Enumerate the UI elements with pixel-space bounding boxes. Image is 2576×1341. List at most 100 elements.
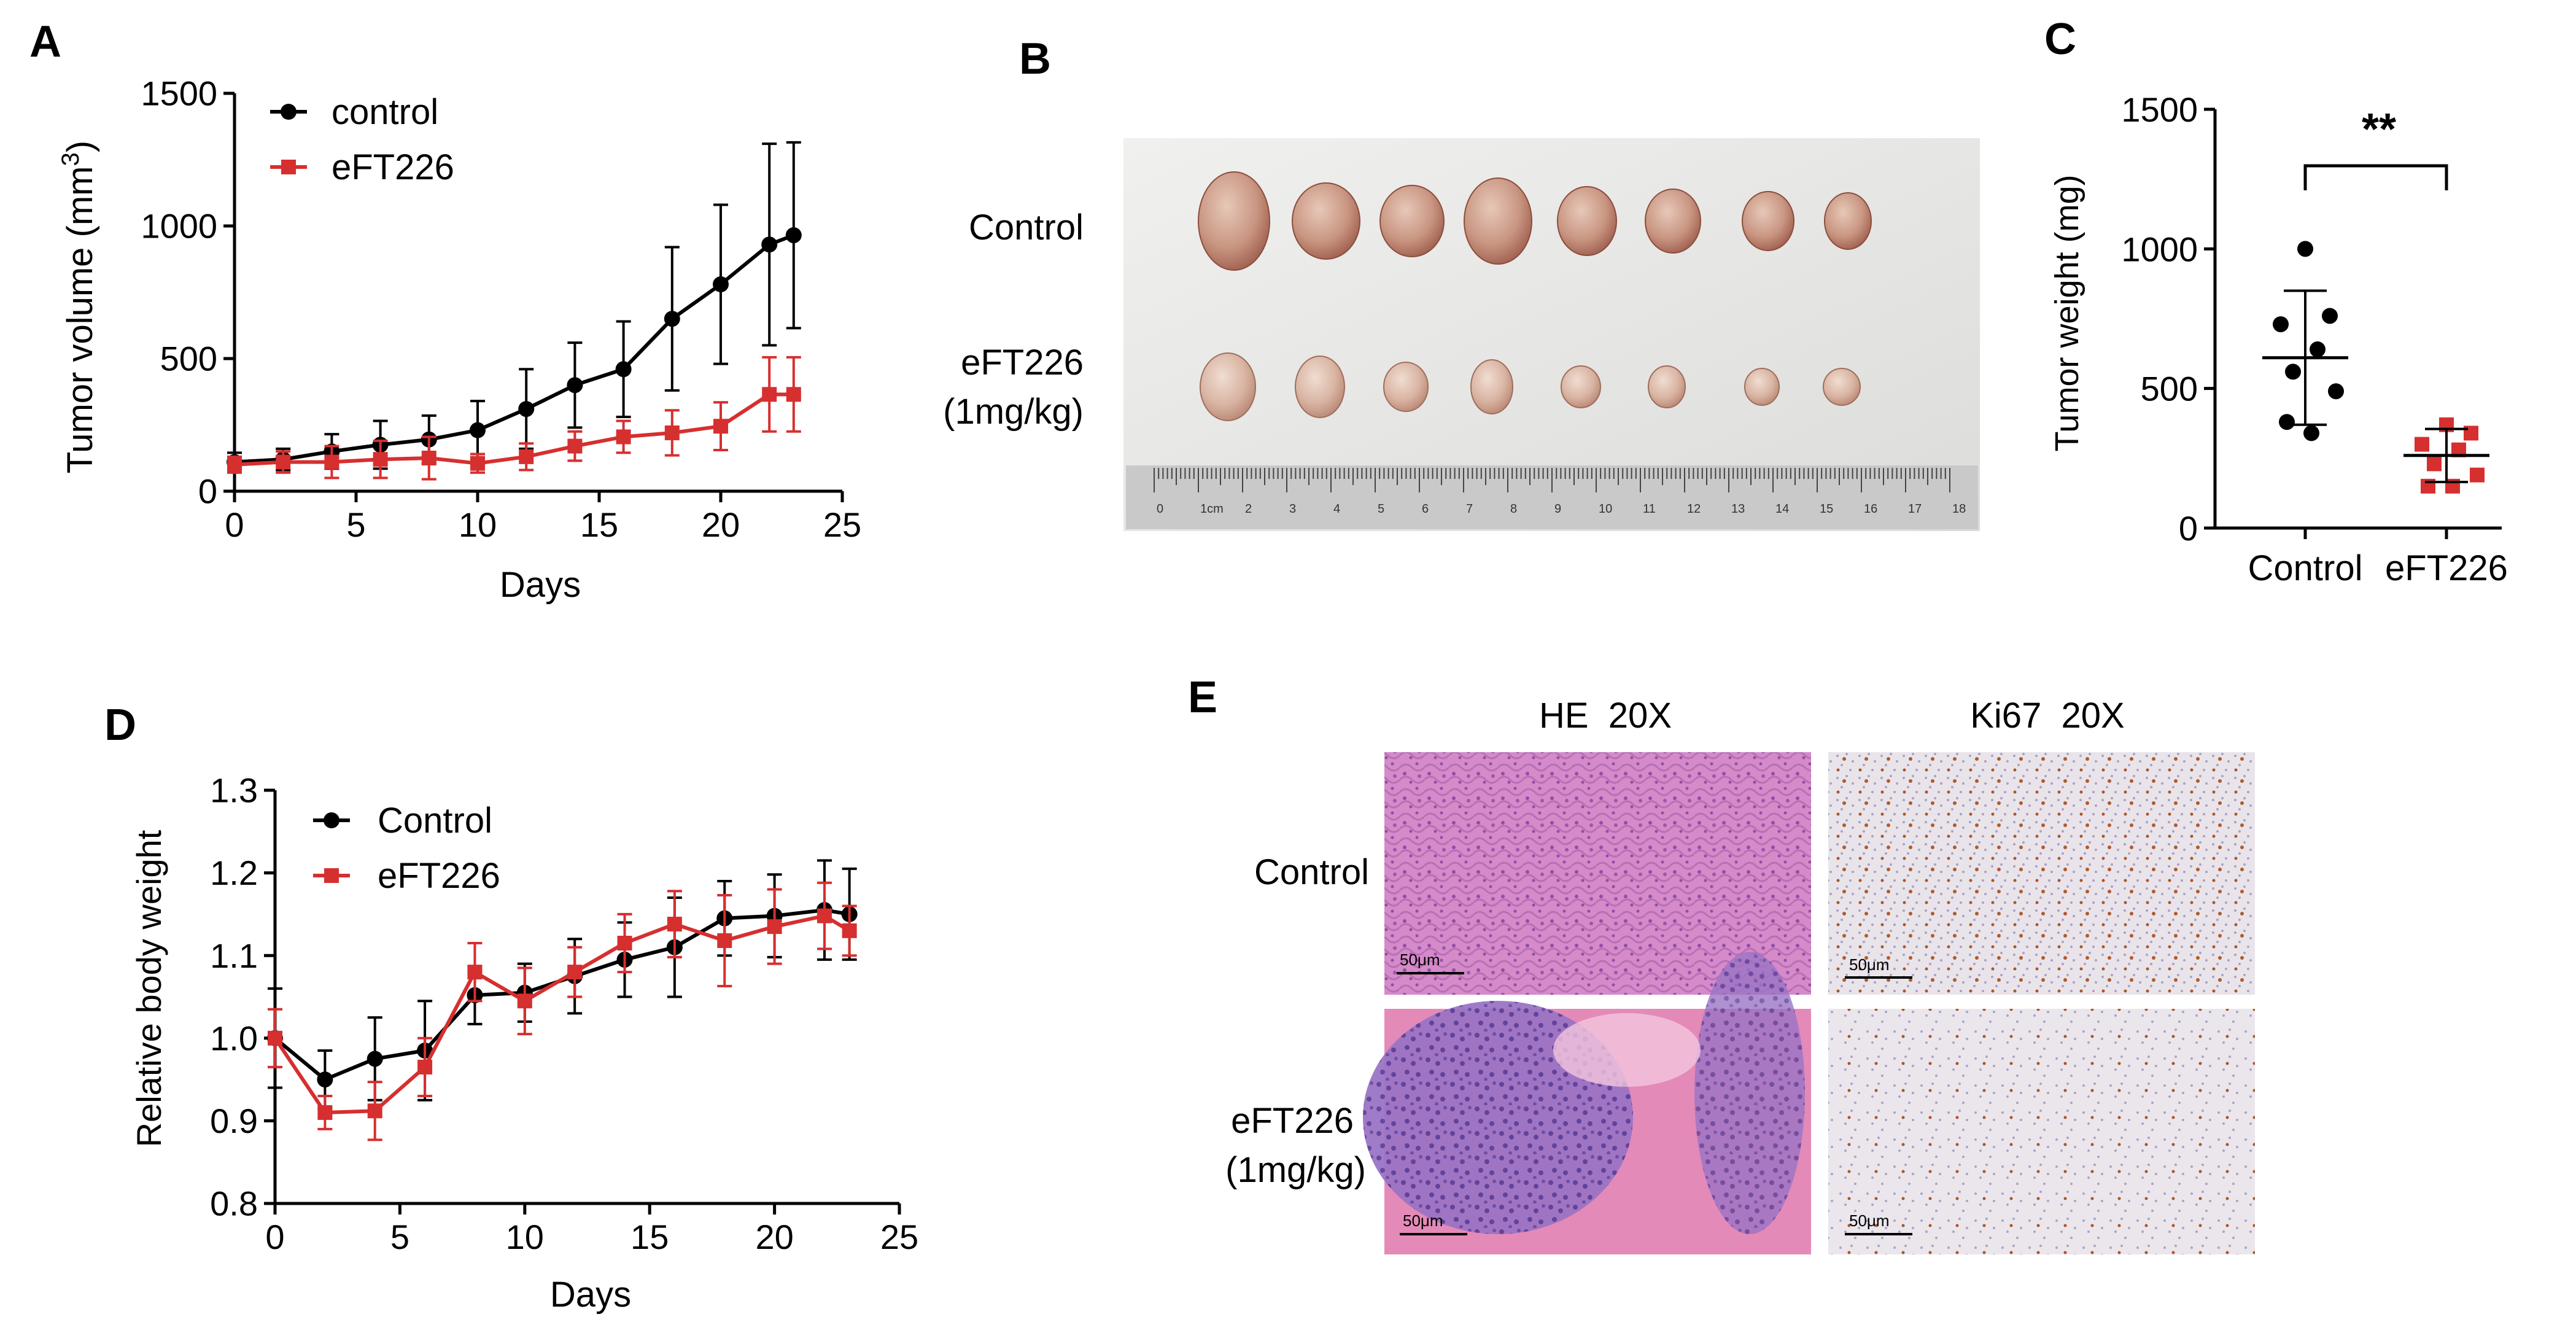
A-data-point [421, 451, 436, 465]
e-row-label-control: Control [1254, 852, 1369, 892]
treated-tumor [1744, 368, 1780, 406]
A-data-point [785, 227, 802, 244]
treated-tumor [1383, 362, 1429, 412]
a-ylabel-end: ) [60, 141, 100, 152]
b-treated-tumors [1200, 352, 1861, 421]
control-tumor [1292, 182, 1360, 260]
ruler-number: 11 [1643, 502, 1656, 516]
control-tumor [1198, 171, 1270, 271]
b-control-tumors [1198, 171, 1872, 271]
treated-tumor [1295, 356, 1345, 418]
c-data-point [2415, 437, 2429, 452]
b-row-label-control: Control [969, 208, 1084, 247]
D-xtick-label: 0 [265, 1218, 284, 1256]
tumor-weight-chart: 0 500 1000 1500 Control eFT226 [2121, 90, 2508, 588]
c-data-point [2279, 414, 2295, 430]
control-tumor [1742, 191, 1794, 251]
control-tumor [1464, 177, 1532, 265]
d-xlabel: Days [550, 1275, 631, 1315]
c-data-point [2470, 467, 2485, 483]
A-data-point [519, 449, 534, 464]
D-ytick-label: 1.1 [210, 936, 258, 975]
D-series-eft226 [268, 881, 857, 1141]
a-xlabel: Days [500, 565, 581, 605]
A-data-point [324, 454, 339, 470]
A-data-point [761, 236, 778, 253]
e-col-title-ki67: Ki67 20X [1970, 696, 2125, 736]
ruler-number: 4 [1333, 502, 1340, 516]
d-legend: Control eFT226 [313, 801, 500, 896]
D-xtick-label: 20 [755, 1218, 793, 1256]
e-row-label-dose: (1mg/kg) [1225, 1150, 1366, 1190]
d-legend-eft226: eFT226 [378, 856, 500, 896]
D-ytick-label: 0.9 [210, 1102, 258, 1140]
A-data-point [276, 454, 291, 470]
body-weight-chart: 0 5 10 15 20 25 0.8 0.9 1.0 1.1 1.2 1.3 [210, 771, 918, 1256]
A-xtick-label: 20 [702, 505, 740, 544]
treated-tumor [1823, 368, 1861, 406]
a-legend-control: control [332, 92, 438, 132]
ruler-number: 3 [1289, 502, 1296, 516]
D-data-point [817, 908, 832, 923]
ruler-number: 5 [1378, 502, 1384, 516]
a-legend-eft226-marker [281, 160, 296, 174]
ruler-number: 9 [1554, 502, 1561, 516]
ruler-number: 6 [1422, 502, 1429, 516]
D-data-point [842, 923, 857, 938]
panel-d: D 0 5 10 15 20 25 0.8 0.9 1.0 1.1 1.2 1.3 Relative … [104, 701, 918, 1315]
ruler-number: 13 [1731, 502, 1745, 516]
D-data-point [317, 1105, 333, 1120]
D-ytick-label: 1.2 [210, 853, 258, 892]
panel-d-label: D [104, 701, 136, 750]
D-series-control [267, 859, 858, 1110]
ruler-number: 10 [1599, 502, 1612, 516]
d-ylabel: Relative body weight [130, 830, 168, 1147]
A-data-point [518, 401, 535, 418]
A-ytick-label: 1000 [141, 207, 217, 246]
he-treated-image [1363, 952, 1811, 1254]
tumor-volume-chart: 0 5 10 15 20 25 0 500 1000 1500 [141, 74, 861, 544]
c-group-control [2262, 241, 2348, 441]
D-data-point [268, 1030, 282, 1046]
A-xtick-label: 15 [580, 505, 618, 544]
panel-e-label: E [1188, 673, 1217, 722]
d-legend-eft226-marker [324, 868, 339, 883]
a-legend-eft226: eFT226 [332, 147, 454, 187]
A-data-point [713, 276, 729, 293]
c-data-point [2285, 363, 2301, 380]
ruler-number: 18 [1952, 502, 1966, 516]
D-data-point [667, 917, 682, 932]
A-data-point [762, 387, 777, 402]
D-series-line [274, 908, 850, 1082]
D-data-point [417, 1059, 433, 1075]
A-data-point [616, 429, 631, 445]
c-significance: ** [2362, 105, 2396, 154]
a-legend: control eFT226 [270, 92, 454, 187]
A-xtick-label: 5 [346, 505, 365, 544]
ruler-number: 8 [1510, 502, 1517, 516]
panel-a-label: A [29, 17, 61, 66]
treated-tumor [1200, 352, 1256, 421]
A-data-point [227, 457, 242, 472]
e-col-title-he: HE 20X [1539, 696, 1672, 736]
A-series-eft226 [227, 356, 801, 481]
b-ruler-cm: 1cm [1200, 502, 1224, 516]
treated-tumor [1561, 365, 1601, 408]
panel-c: C 0 500 1000 1500 Control eFT226 Tumor weight… [2044, 15, 2508, 588]
ki67-control-image [1828, 752, 2255, 995]
D-xtick-label: 10 [506, 1218, 544, 1256]
scalebar-he-control: 50μm [1400, 950, 1440, 969]
D-data-point [317, 1071, 333, 1088]
A-ytick-label: 1500 [141, 74, 217, 113]
D-data-point [767, 919, 782, 935]
a-legend-control-marker [281, 104, 297, 120]
A-ytick-label: 0 [198, 472, 217, 511]
d-legend-control: Control [378, 801, 492, 841]
c-data-point [2297, 241, 2313, 257]
a-ylabel: Tumor volume (mm3) [57, 141, 100, 473]
A-data-point [567, 438, 583, 454]
D-xtick-label: 5 [390, 1218, 409, 1256]
b-ruler: 1cm 0 2 3 4 5 6 7 8 9 10 11 12 13 14 15 16 17 18 [1126, 465, 1978, 529]
